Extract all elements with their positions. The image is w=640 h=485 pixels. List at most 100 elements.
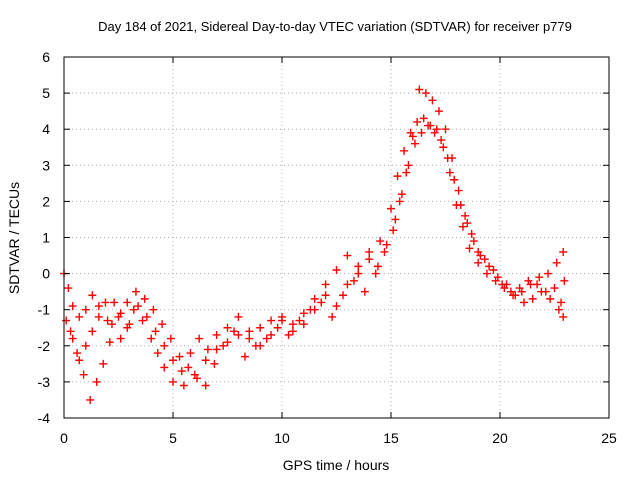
data-point [454, 186, 463, 195]
data-point [511, 291, 520, 300]
data-point [92, 377, 101, 386]
data-point [160, 363, 169, 372]
data-point [151, 327, 160, 336]
data-point [439, 143, 448, 152]
data-point [415, 85, 424, 94]
data-point [332, 265, 341, 274]
data-point [354, 262, 363, 271]
data-point [559, 312, 568, 321]
data-point [131, 287, 140, 296]
data-point [365, 255, 374, 264]
data-point [339, 291, 348, 300]
data-point [469, 237, 478, 246]
data-point [134, 302, 143, 311]
data-point [147, 334, 156, 343]
data-point [493, 273, 502, 282]
data-point [212, 345, 221, 354]
data-point [184, 363, 193, 372]
data-point [99, 359, 108, 368]
data-point [101, 298, 110, 307]
data-point [349, 276, 358, 285]
data-point [391, 215, 400, 224]
series-track-2 [62, 121, 568, 376]
data-point [467, 229, 476, 238]
x-tick-label: 0 [60, 430, 68, 446]
data-point [317, 298, 326, 307]
data-point [245, 327, 254, 336]
data-point [402, 168, 411, 177]
data-point [223, 323, 232, 332]
data-point [201, 356, 210, 365]
data-point [552, 258, 561, 267]
data-point [393, 172, 402, 181]
data-point [343, 280, 352, 289]
data-point [94, 312, 103, 321]
data-point [485, 262, 494, 271]
data-point [463, 219, 472, 228]
data-point [81, 305, 90, 314]
marks-layer [60, 85, 569, 404]
data-point [107, 320, 116, 329]
data-point [437, 136, 446, 145]
data-point [177, 367, 186, 376]
data-point [410, 139, 419, 148]
data-point [306, 305, 315, 314]
data-point [81, 341, 90, 350]
data-point [105, 338, 114, 347]
data-point [498, 280, 507, 289]
data-point [550, 284, 559, 293]
data-point [88, 291, 97, 300]
data-point [299, 320, 308, 329]
data-point [343, 251, 352, 260]
data-point [557, 298, 566, 307]
data-point [158, 320, 167, 329]
data-point [413, 117, 422, 126]
data-point [560, 276, 569, 285]
y-axis-label: SDTVAR / TECUs [6, 182, 22, 294]
y-tick-label: -1 [38, 302, 51, 318]
data-point [559, 247, 568, 256]
data-point [278, 316, 286, 325]
data-point [251, 341, 260, 350]
data-point [169, 356, 177, 365]
data-point [153, 349, 162, 358]
data-point [474, 258, 483, 267]
data-point [382, 240, 391, 249]
data-point [129, 305, 138, 314]
y-tick-label: 1 [42, 230, 50, 246]
data-point [288, 327, 297, 336]
data-point [461, 211, 470, 220]
data-point [103, 316, 112, 325]
data-point [371, 269, 380, 278]
data-point [421, 89, 430, 98]
data-point [142, 312, 151, 321]
data-point [533, 280, 542, 289]
data-point [482, 269, 491, 278]
data-point [73, 349, 82, 358]
series-track-1 [60, 114, 568, 390]
data-point [79, 370, 88, 379]
data-point [68, 334, 77, 343]
data-point [397, 190, 406, 199]
ticks-layer: 0 5 10 15 20 25 -4 -3 -2 -1 0 1 2 3 4 5 6 [38, 49, 617, 446]
data-point [554, 305, 563, 314]
x-tick-label: 25 [601, 430, 617, 446]
data-point [175, 352, 184, 361]
y-tick-label: -4 [38, 410, 51, 426]
data-point [441, 125, 450, 134]
data-point [506, 287, 515, 296]
data-point [210, 359, 219, 368]
data-point [267, 330, 276, 339]
data-point [212, 330, 221, 339]
x-tick-label: 5 [169, 430, 177, 446]
grid-layer [64, 57, 609, 418]
y-tick-label: 6 [42, 49, 50, 65]
data-point [389, 226, 398, 235]
data-point [430, 128, 439, 137]
data-point [543, 269, 552, 278]
data-point [149, 305, 158, 314]
x-tick-label: 20 [492, 430, 508, 446]
data-point [400, 146, 409, 155]
data-point [169, 377, 177, 386]
